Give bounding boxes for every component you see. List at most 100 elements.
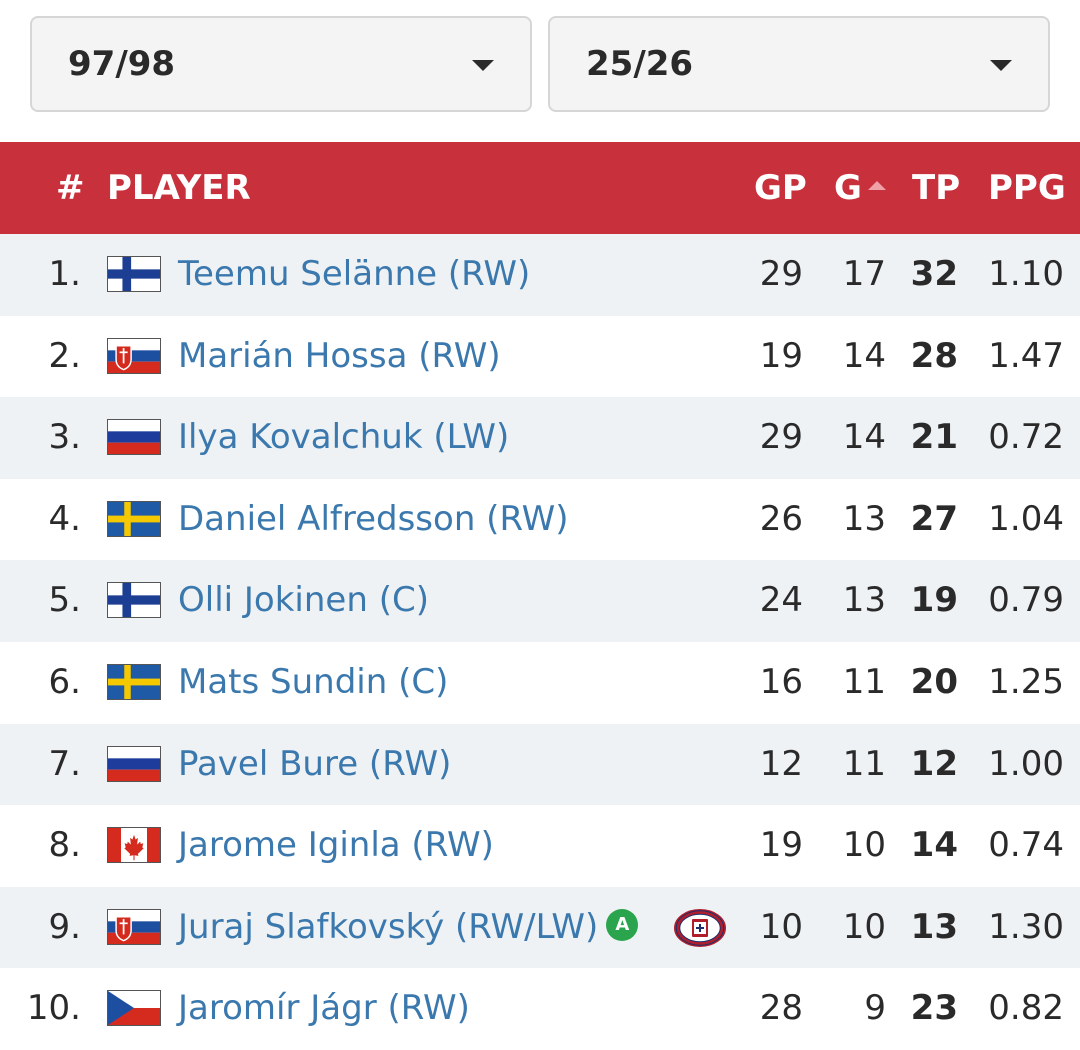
points-per-game: 1.30 <box>988 906 1064 947</box>
rank: 1. <box>48 254 81 294</box>
games-played: 12 <box>759 743 803 784</box>
total-points: 32 <box>910 254 958 294</box>
canadiens-logo-icon[interactable] <box>674 908 726 947</box>
header-player[interactable]: PLAYER <box>107 168 251 208</box>
total-points: 14 <box>910 825 958 866</box>
player-link[interactable]: Daniel Alfredsson (RW) <box>178 498 569 539</box>
rank: 6. <box>48 661 81 702</box>
player-name: Jarome Iginla (RW) <box>178 805 494 886</box>
points-per-game: 1.04 <box>988 498 1064 539</box>
table-row: 3. Ilya Kovalchuk (LW) 29 14 21 0.72 <box>0 397 1080 479</box>
season-filters: 97/98 25/26 <box>30 16 1050 112</box>
rus-flag-icon <box>107 745 161 782</box>
games-played: 29 <box>759 254 803 294</box>
player-link[interactable]: Jaromír Jágr (RW) <box>178 988 470 1029</box>
player-name: Juraj Slafkovský (RW/LW) A <box>178 887 639 968</box>
rank: 3. <box>48 417 81 458</box>
from-season-value: 97/98 <box>68 44 176 84</box>
games-played: 26 <box>759 498 803 539</box>
player-name: Daniel Alfredsson (RW) <box>178 479 569 560</box>
games-played: 24 <box>759 580 803 621</box>
table-row: 7. Pavel Bure (RW) 12 11 12 1.00 <box>0 723 1080 806</box>
total-points: 21 <box>910 417 958 458</box>
player-link[interactable]: Pavel Bure (RW) <box>178 743 452 784</box>
points-per-game: 1.25 <box>988 661 1064 702</box>
table-body: 1. Teemu Selänne (RW) 29 17 32 1.10 2. Marián H… <box>0 234 1080 1050</box>
points-per-game: 1.10 <box>988 254 1064 294</box>
goals: 17 <box>842 254 886 294</box>
table-row: 8. Jarome Iginla (RW) 19 10 14 0.74 <box>0 805 1080 887</box>
fin-flag-icon <box>107 256 161 292</box>
points-per-game: 0.79 <box>988 580 1064 621</box>
goals: 14 <box>842 335 886 376</box>
player-name: Mats Sundin (C) <box>178 642 448 723</box>
player-name: Marián Hossa (RW) <box>178 316 501 397</box>
table-row: 10. Jaromír Jágr (RW) 28 9 23 0.82 <box>0 968 1080 1050</box>
rank: 9. <box>48 906 81 947</box>
points-per-game: 1.47 <box>988 335 1064 376</box>
player-name: Jaromír Jágr (RW) <box>178 968 470 1049</box>
total-points: 28 <box>910 335 958 376</box>
chevron-down-icon <box>990 60 1012 71</box>
total-points: 27 <box>910 498 958 539</box>
header-g[interactable]: G <box>834 142 886 234</box>
player-link[interactable]: Ilya Kovalchuk (LW) <box>178 417 510 458</box>
rank: 7. <box>48 743 81 784</box>
points-per-game: 1.00 <box>988 743 1064 784</box>
table-row: 6. Mats Sundin (C) 16 11 20 1.25 <box>0 641 1080 724</box>
points-per-game: 0.82 <box>988 988 1064 1029</box>
games-played: 28 <box>759 988 803 1029</box>
player-name: Ilya Kovalchuk (LW) <box>178 397 509 478</box>
rus-flag-icon <box>107 419 161 456</box>
table-row: 9. Juraj Slafkovský (RW/LW) A 10 10 13 1.30 <box>0 886 1080 969</box>
goals: 14 <box>842 417 886 458</box>
points-per-game: 0.72 <box>988 417 1064 458</box>
stats-table: # PLAYER GP G TP PPG 1. Teemu Selänne (RW… <box>0 142 1080 1050</box>
goals: 13 <box>842 498 886 539</box>
player-link[interactable]: Jarome Iginla (RW) <box>178 825 494 866</box>
total-points: 19 <box>910 580 958 621</box>
svk-flag-icon <box>107 908 161 945</box>
swe-flag-icon <box>107 663 161 700</box>
rank: 8. <box>48 825 81 866</box>
cze-flag-icon <box>107 990 161 1027</box>
rank: 10. <box>26 988 81 1029</box>
rank: 2. <box>48 335 81 376</box>
player-link[interactable]: Olli Jokinen (C) <box>178 580 429 621</box>
total-points: 20 <box>910 661 958 702</box>
from-season-select[interactable]: 97/98 <box>30 16 532 112</box>
to-season-select[interactable]: 25/26 <box>548 16 1050 112</box>
player-link[interactable]: Marián Hossa (RW) <box>178 335 501 376</box>
games-played: 16 <box>759 661 803 702</box>
table-row: 1. Teemu Selänne (RW) 29 17 32 1.10 <box>0 234 1080 316</box>
header-ppg[interactable]: PPG <box>988 168 1066 208</box>
table-header: # PLAYER GP G TP PPG <box>0 142 1080 234</box>
goals: 13 <box>842 580 886 621</box>
rank: 5. <box>48 580 81 621</box>
player-link[interactable]: Juraj Slafkovský (RW/LW) <box>178 906 599 947</box>
player-link[interactable]: Mats Sundin (C) <box>178 661 449 702</box>
header-gp[interactable]: GP <box>754 168 807 208</box>
svk-flag-icon <box>107 337 161 374</box>
rank: 4. <box>48 498 81 539</box>
goals: 10 <box>842 825 886 866</box>
total-points: 12 <box>910 743 958 784</box>
header-rank: # <box>56 168 85 208</box>
goals: 10 <box>842 906 886 947</box>
header-tp[interactable]: TP <box>912 168 961 208</box>
goals: 11 <box>842 743 886 784</box>
alternate-captain-badge: A <box>606 909 639 942</box>
player-link[interactable]: Teemu Selänne (RW) <box>178 254 531 294</box>
games-played: 29 <box>759 417 803 458</box>
goals: 11 <box>842 661 886 702</box>
total-points: 23 <box>910 988 958 1029</box>
can-flag-icon <box>107 827 161 864</box>
table-row: 2. Marián Hossa (RW) 19 14 28 1.47 <box>0 315 1080 398</box>
player-name: Olli Jokinen (C) <box>178 560 429 641</box>
games-played: 19 <box>759 335 803 376</box>
chevron-down-icon <box>472 60 494 71</box>
goals: 9 <box>864 988 886 1029</box>
points-per-game: 0.74 <box>988 825 1064 866</box>
header-g-label: G <box>834 168 862 208</box>
fin-flag-icon <box>107 582 161 619</box>
